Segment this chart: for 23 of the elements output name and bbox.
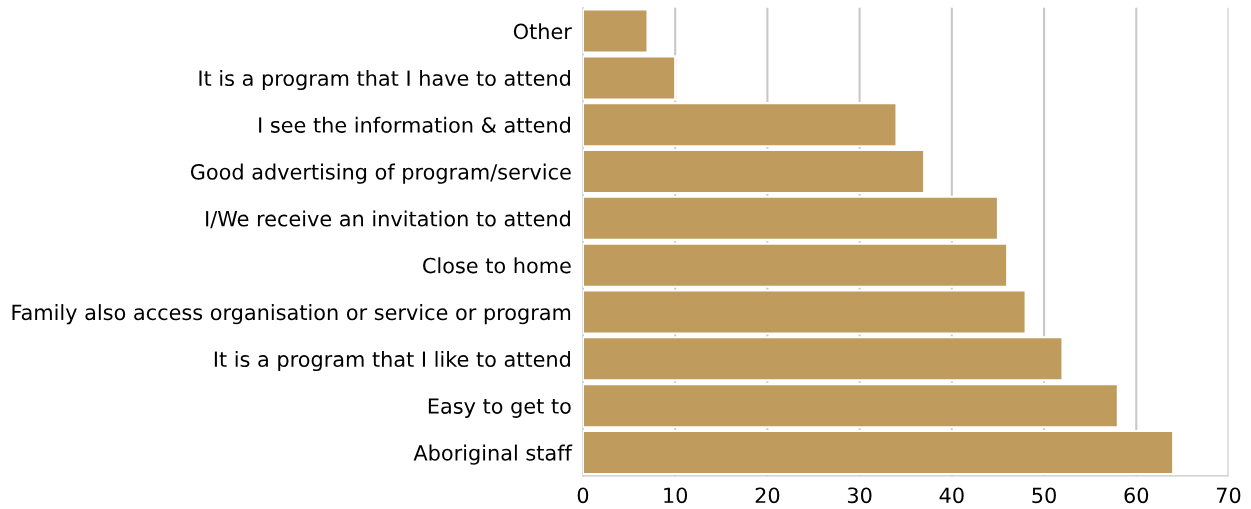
bar — [582, 429, 1175, 476]
bar — [582, 148, 926, 195]
bar — [582, 195, 999, 241]
y-tick-label: Close to home — [423, 257, 571, 274]
y-tick-label: It is a program that I have to attend — [199, 69, 570, 91]
x-tick-label: 70 — [1216, 487, 1241, 504]
y-tick-label: Good advertising of program/service — [190, 163, 571, 184]
y-tick-label: I see the information & attend — [259, 116, 570, 133]
y-tick-label: Aboriginal staff — [413, 444, 573, 465]
y-tick-label: Easy to get to — [428, 398, 571, 418]
y-tick-label: Other — [513, 23, 572, 40]
x-tick-label: 10 — [664, 487, 688, 504]
x-tick-label: 30 — [847, 487, 872, 504]
y-tick-label: It is a program that I like to attend — [214, 350, 570, 372]
x-tick-label: 40 — [939, 487, 964, 504]
y-tick-label: I/We receive an invitation to attend — [206, 210, 570, 229]
x-tick-label: 60 — [1124, 487, 1149, 504]
x-tick-label: 0 — [577, 487, 589, 504]
bar — [582, 383, 1119, 429]
x-tick-label: 20 — [755, 487, 780, 504]
x-tick-label: 50 — [1032, 487, 1056, 504]
bar — [582, 102, 898, 148]
y-tick-label: Family also access organisation or service or program — [12, 304, 571, 325]
